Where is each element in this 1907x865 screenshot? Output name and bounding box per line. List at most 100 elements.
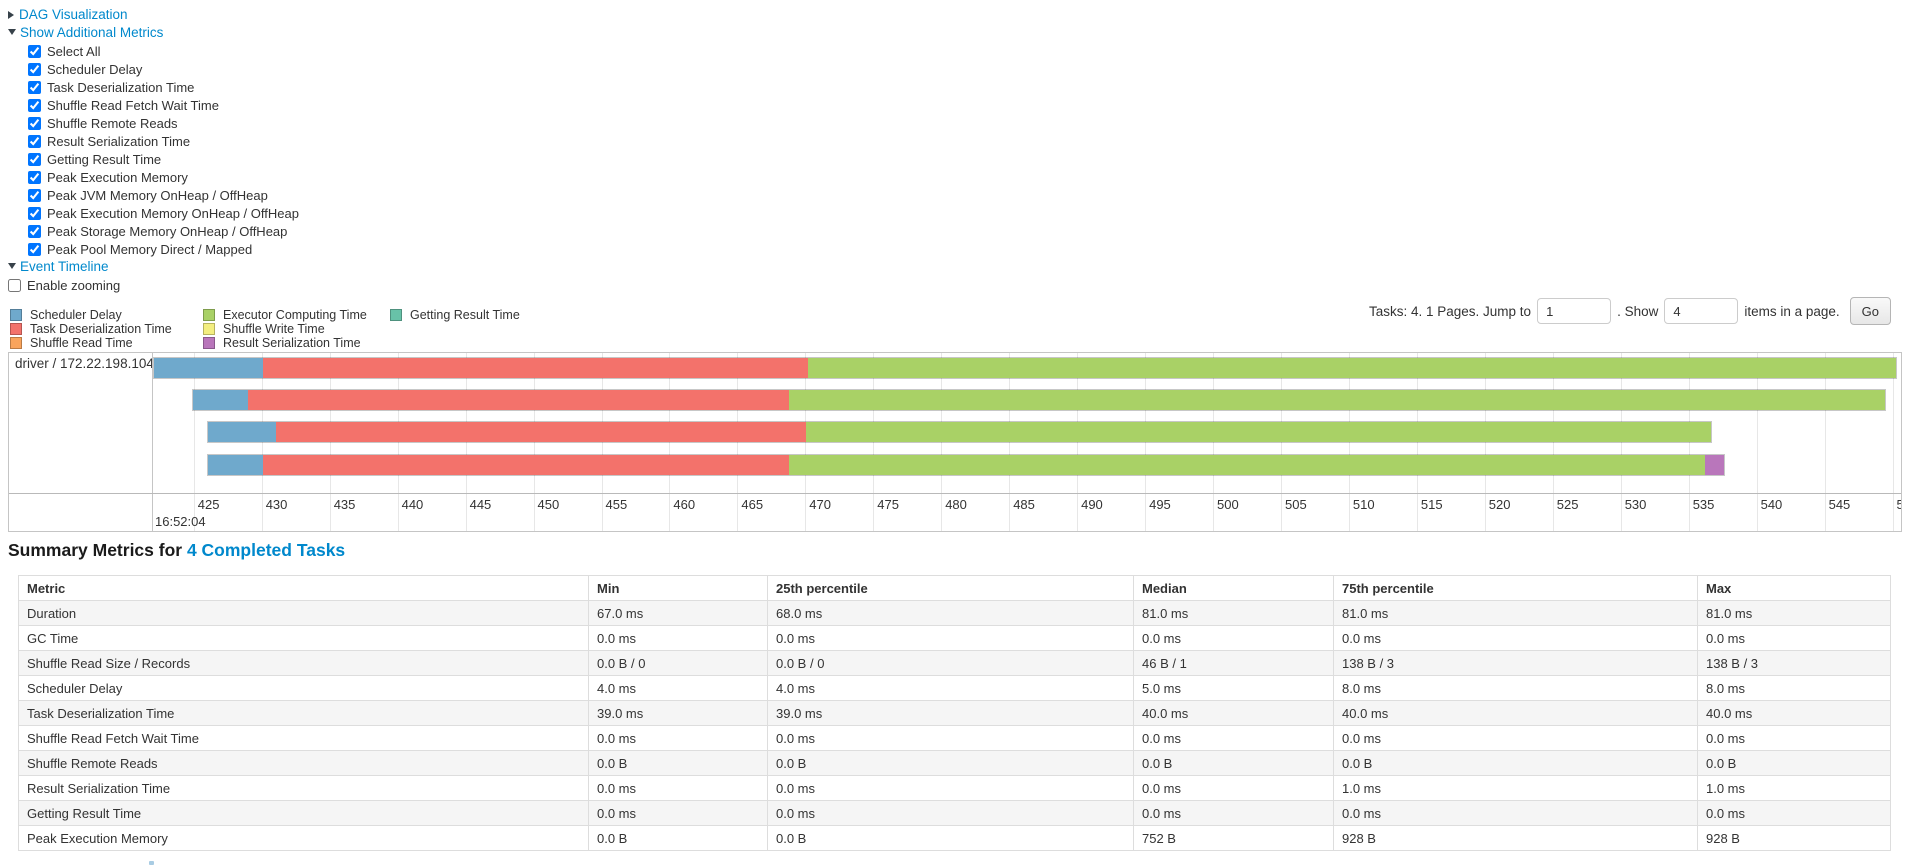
metric-column-header: Min [588, 575, 768, 601]
dag-visualization-link[interactable]: DAG Visualization [19, 7, 128, 22]
metrics-option-label: Task Deserialization Time [47, 79, 195, 95]
chevron-down-icon [8, 263, 16, 269]
task-bar-segment-executor_computing [788, 455, 1705, 475]
metrics-checkbox[interactable] [28, 62, 41, 76]
additional-metrics-list: Select All Scheduler Delay Task Deserializ… [8, 42, 299, 258]
value-cell: 81.0 ms [1697, 600, 1891, 626]
timeline-axis-tick-label: 530 [1624, 497, 1647, 512]
task-bar-segment-result_serialization [1704, 455, 1725, 475]
value-cell: 81.0 ms [1133, 600, 1334, 626]
value-cell: 0.0 B / 0 [588, 650, 768, 676]
metrics-checkbox[interactable] [28, 242, 41, 256]
metrics-option[interactable]: Result Serialization Time [28, 132, 299, 150]
value-cell: 752 B [1133, 825, 1334, 851]
task-bar[interactable] [192, 389, 1886, 411]
enable-zooming-option[interactable]: Enable zooming [8, 276, 299, 294]
metrics-option[interactable]: Scheduler Delay [28, 60, 299, 78]
metrics-option-label: Peak Execution Memory OnHeap / OffHeap [47, 205, 299, 221]
show-additional-metrics-link[interactable]: Show Additional Metrics [20, 25, 164, 40]
items-in-page-label: items in a page. [1744, 303, 1840, 319]
metrics-option[interactable]: Getting Result Time [28, 150, 299, 168]
summary-title-prefix: Summary Metrics for [8, 540, 187, 560]
value-cell: 0.0 B [588, 825, 768, 851]
metrics-checkbox[interactable] [28, 80, 41, 94]
legend-label: Shuffle Write Time [223, 321, 325, 336]
metrics-checkbox[interactable] [28, 206, 41, 220]
metrics-checkbox[interactable] [28, 224, 41, 238]
metrics-option-label: Peak Pool Memory Direct / Mapped [47, 241, 253, 257]
metrics-checkbox[interactable] [28, 44, 41, 58]
value-cell: 0.0 B [767, 750, 1134, 776]
go-button[interactable]: Go [1849, 297, 1891, 325]
value-cell: 4.0 ms [767, 675, 1134, 701]
stage-controls: DAG Visualization Show Additional Metric… [8, 6, 299, 294]
metrics-option[interactable]: Select All [28, 42, 299, 60]
metrics-checkbox[interactable] [28, 188, 41, 202]
value-cell: 5.0 ms [1133, 675, 1334, 701]
metrics-checkbox[interactable] [28, 134, 41, 148]
metrics-option[interactable]: Shuffle Remote Reads [28, 114, 299, 132]
table-row: Scheduler Delay 4.0 ms 4.0 ms 5.0 ms 8.0 ms 8… [18, 675, 1891, 701]
timeline-axis-tick-label: 545 [1828, 497, 1851, 512]
value-cell: 8.0 ms [1697, 675, 1891, 701]
metrics-checkbox[interactable] [28, 116, 41, 130]
legend-item: Shuffle Write Time [203, 322, 390, 336]
value-cell: 8.0 ms [1333, 675, 1698, 701]
chevron-down-icon [8, 29, 16, 35]
metrics-checkbox[interactable] [28, 152, 41, 166]
timeline-gridline [737, 353, 739, 531]
metrics-option[interactable]: Shuffle Read Fetch Wait Time [28, 96, 299, 114]
value-cell: 40.0 ms [1333, 700, 1698, 726]
jump-to-page-input[interactable] [1537, 298, 1612, 324]
timeline-axis-tick-label: 425 [197, 497, 220, 512]
metrics-option-label: Select All [47, 43, 101, 59]
value-cell: 0.0 B [1133, 750, 1334, 776]
value-cell: 1.0 ms [1697, 775, 1891, 801]
metrics-option[interactable]: Peak JVM Memory OnHeap / OffHeap [28, 186, 299, 204]
timeline-axis-tick-label: 430 [265, 497, 288, 512]
metric-column-header: Max [1697, 575, 1891, 601]
metric-cell: Task Deserialization Time [18, 700, 589, 726]
timeline-gridline [1145, 353, 1147, 531]
completed-tasks-link[interactable]: 4 Completed Tasks [186, 540, 346, 560]
metrics-option[interactable]: Peak Storage Memory OnHeap / OffHeap [28, 222, 299, 240]
timeline-gridline [1416, 353, 1418, 531]
timeline-gridline [805, 353, 807, 531]
task-bar-segment-scheduler_delay [193, 390, 248, 410]
timeline-axis-tick-label: 505 [1285, 497, 1307, 512]
timeline-axis-tick-label: 460 [673, 497, 696, 512]
event-timeline-link[interactable]: Event Timeline [20, 259, 109, 274]
task-bar-segment-scheduler_delay [154, 358, 263, 378]
value-cell: 0.0 B [767, 825, 1134, 851]
dag-visualization-row: DAG Visualization [8, 6, 299, 24]
enable-zooming-checkbox[interactable] [8, 278, 21, 292]
value-cell: 0.0 ms [1133, 625, 1334, 651]
metric-cell: GC Time [18, 625, 589, 651]
timeline-gridline [1348, 353, 1350, 531]
enable-zooming-label: Enable zooming [27, 277, 121, 293]
value-cell: 0.0 ms [767, 775, 1134, 801]
timeline-axis-tick-label: 450 [537, 497, 560, 512]
value-cell: 138 B / 3 [1697, 650, 1891, 676]
timeline-gridline [1281, 353, 1282, 531]
task-bar[interactable] [153, 357, 1897, 379]
task-bar[interactable] [207, 421, 1712, 443]
timeline-axis-tick-label: 455 [605, 497, 628, 512]
metrics-option[interactable]: Peak Pool Memory Direct / Mapped [28, 240, 299, 258]
show-items-input[interactable] [1664, 298, 1739, 324]
chevron-right-icon [8, 11, 14, 19]
timeline-gridline [1892, 353, 1894, 531]
timeline-gridline [193, 353, 195, 531]
metrics-checkbox[interactable] [28, 170, 41, 184]
summary-metrics-title: Summary Metrics for 4 Completed Tasks [8, 540, 345, 561]
value-cell: 39.0 ms [767, 700, 1134, 726]
metrics-option-label: Peak JVM Memory OnHeap / OffHeap [47, 187, 268, 203]
metrics-option[interactable]: Task Deserialization Time [28, 78, 299, 96]
metrics-option[interactable]: Peak Execution Memory OnHeap / OffHeap [28, 204, 299, 222]
legend-item: Result Serialization Time [203, 336, 390, 350]
metrics-checkbox[interactable] [28, 98, 41, 112]
table-row: Peak Execution Memory 0.0 B 0.0 B 752 B 928 … [18, 825, 1891, 851]
task-bar-segment-task_deserialization [276, 422, 807, 442]
task-bar[interactable] [207, 454, 1726, 476]
metrics-option[interactable]: Peak Execution Memory [28, 168, 299, 186]
